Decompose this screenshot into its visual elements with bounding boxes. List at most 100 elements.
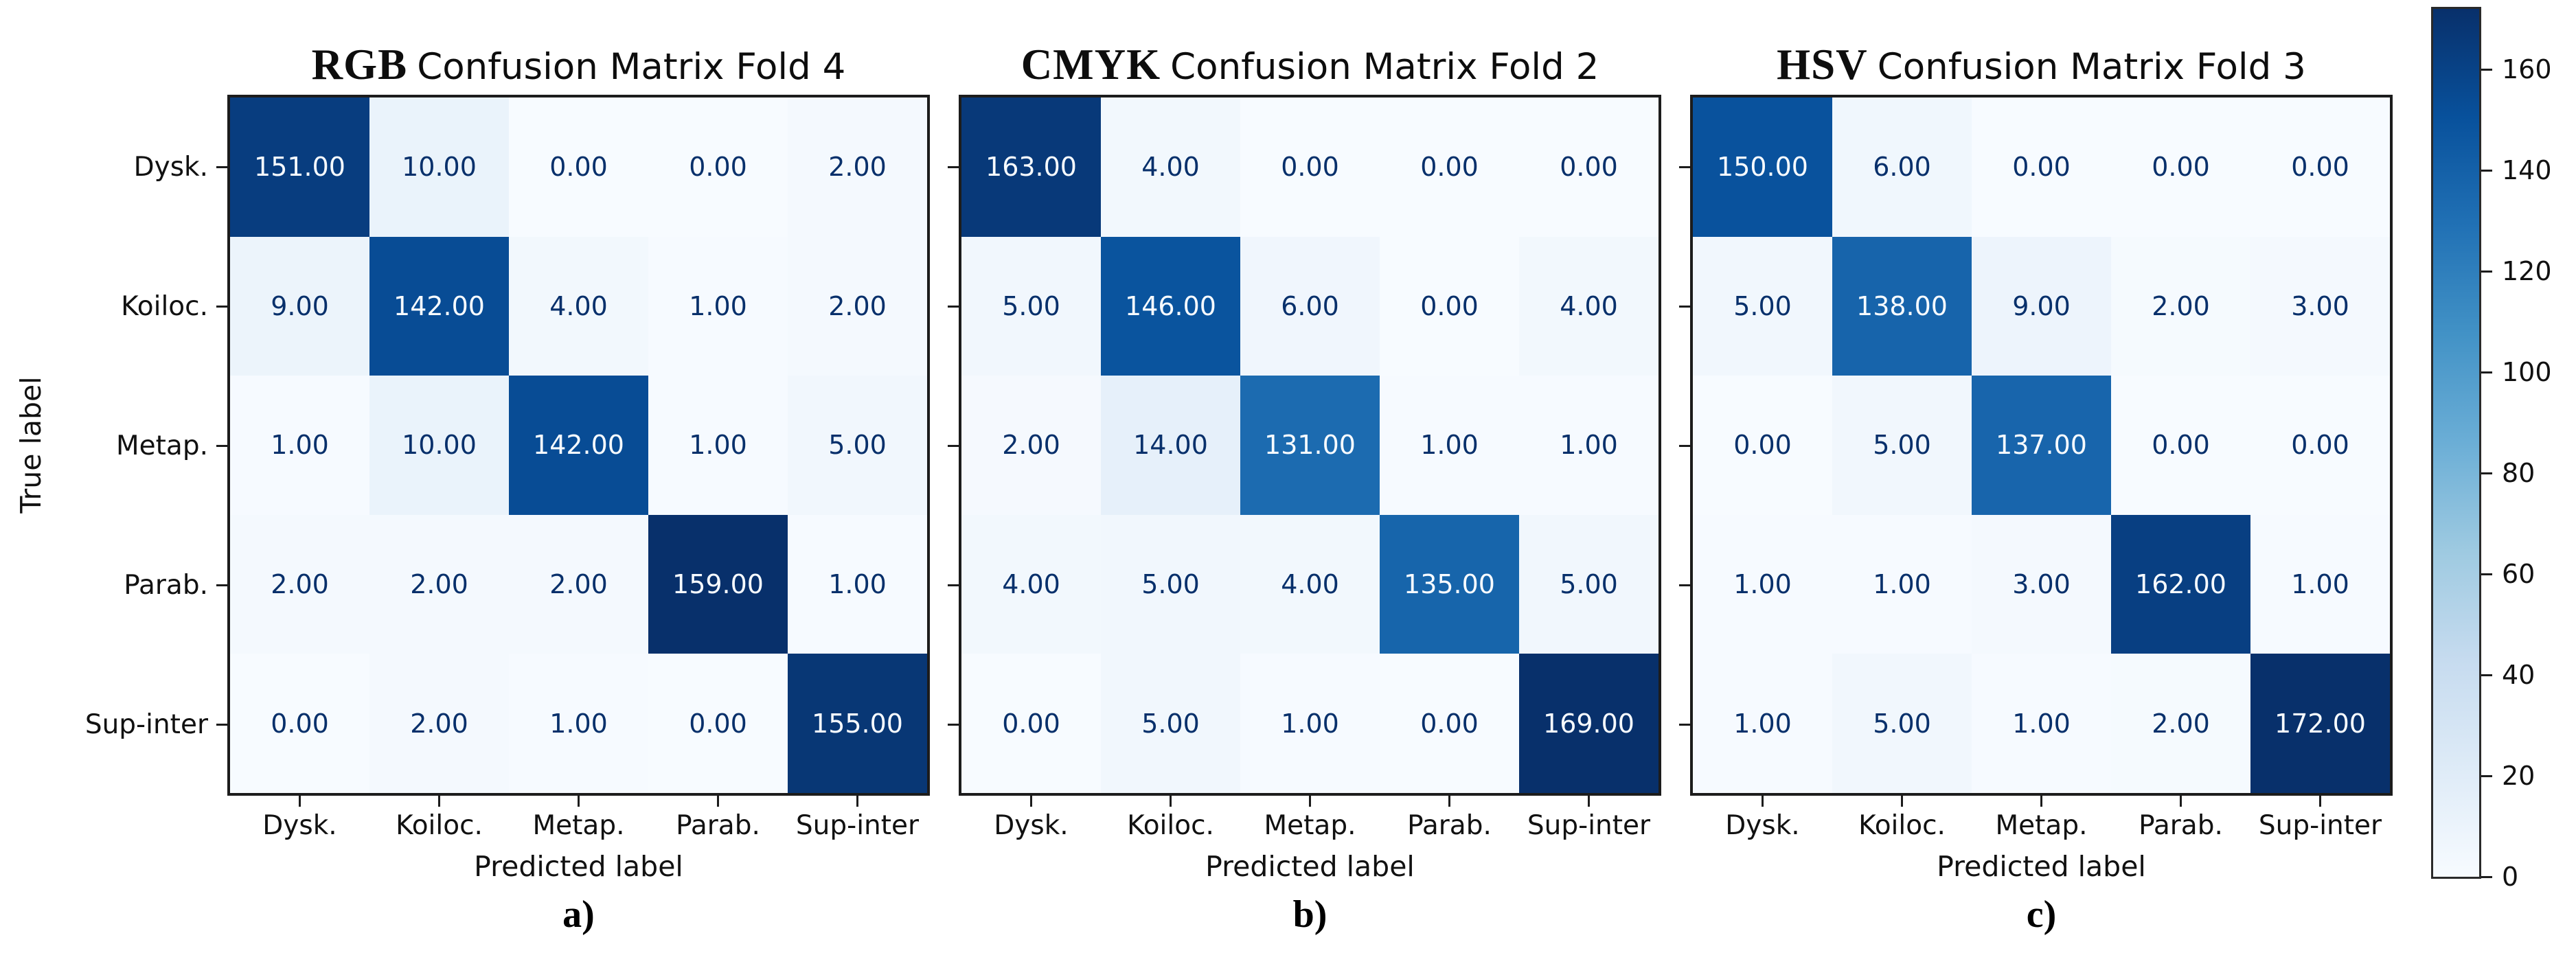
- matrix-cell: 162.00: [2111, 514, 2250, 654]
- x-tick-mark: [2180, 796, 2182, 807]
- matrix-cell: 9.00: [230, 236, 369, 376]
- matrix-cell: 0.00: [2111, 97, 2250, 237]
- x-tick-mark: [1762, 796, 1764, 807]
- matrix-cell: 131.00: [1240, 376, 1380, 515]
- matrix-cell: 150.00: [1693, 97, 1832, 237]
- x-tick-mark: [1448, 796, 1450, 807]
- subplot-caption: a): [562, 893, 595, 936]
- matrix-cell: 2.00: [230, 514, 369, 654]
- matrix-cell: 5.00: [1519, 514, 1659, 654]
- matrix-cell: 2.00: [2111, 236, 2250, 376]
- colorbar-tick-mark: [2481, 371, 2492, 373]
- x-axis-label: Predicted label: [1205, 850, 1415, 883]
- y-tick-mark: [1679, 724, 1690, 726]
- x-tick-label: Parab.: [1407, 810, 1492, 841]
- matrix-cell: 169.00: [1519, 654, 1659, 793]
- matrix-cell: 3.00: [1972, 514, 2111, 654]
- confusion-matrix: 163.00 4.00 0.00 0.00 0.00 5.00 146.00 6.00 0.00…: [959, 95, 1661, 796]
- x-tick-mark: [578, 796, 580, 807]
- y-tick-mark: [948, 445, 959, 447]
- matrix-cell: 10.00: [369, 376, 509, 515]
- x-tick-label: Dysk.: [994, 810, 1069, 841]
- x-tick-mark: [1309, 796, 1311, 807]
- matrix-cell: 2.00: [788, 236, 927, 376]
- matrix-cell: 0.00: [1380, 236, 1519, 376]
- y-tick-label: Koiloc.: [121, 290, 208, 322]
- matrix-cell: 10.00: [369, 97, 509, 237]
- matrix-cell: 1.00: [1693, 654, 1832, 793]
- y-tick-mark: [216, 306, 227, 308]
- x-tick-mark: [299, 796, 301, 807]
- y-tick-mark: [216, 584, 227, 586]
- matrix-cell: 0.00: [2250, 376, 2390, 515]
- matrix-cell: 0.00: [1380, 97, 1519, 237]
- confusion-matrix: 150.00 6.00 0.00 0.00 0.00 5.00 138.00 9.00 2.00…: [1690, 95, 2393, 796]
- matrix-cell: 5.00: [961, 236, 1101, 376]
- y-tick-label: Metap.: [116, 430, 208, 461]
- x-tick-mark: [1588, 796, 1590, 807]
- colorbar-tick-label: 20: [2502, 761, 2535, 792]
- matrix-cell: 5.00: [1832, 654, 1972, 793]
- x-tick-label: Sup-inter: [2258, 810, 2382, 841]
- colorbar-tick-mark: [2481, 169, 2492, 172]
- colorbar-tick-mark: [2481, 674, 2492, 676]
- colorbar-tick-mark: [2481, 774, 2492, 777]
- x-tick-mark: [1901, 796, 1903, 807]
- y-tick-label: Sup-inter: [84, 709, 208, 740]
- matrix-cell: 5.00: [1101, 654, 1240, 793]
- matrix-cell: 1.00: [648, 236, 788, 376]
- matrix-cell: 1.00: [1693, 514, 1832, 654]
- matrix-cell: 9.00: [1972, 236, 2111, 376]
- x-tick-label: Parab.: [2139, 810, 2223, 841]
- subplot-title: CMYK Confusion Matrix Fold 2: [961, 40, 1659, 90]
- matrix-cell: 0.00: [648, 654, 788, 793]
- matrix-cell: 5.00: [788, 376, 927, 515]
- colorbar-tick-mark: [2481, 875, 2492, 878]
- matrix-cell: 137.00: [1972, 376, 2111, 515]
- x-tick-mark: [717, 796, 719, 807]
- matrix-cell: 2.00: [961, 376, 1101, 515]
- colorbar-tick-mark: [2481, 270, 2492, 273]
- matrix-cell: 151.00: [230, 97, 369, 237]
- y-tick-mark: [948, 166, 959, 168]
- matrix-cell: 4.00: [961, 514, 1101, 654]
- colorbar-tick-label: 60: [2502, 559, 2535, 590]
- matrix-cell: 4.00: [1240, 514, 1380, 654]
- matrix-cell: 155.00: [788, 654, 927, 793]
- x-tick-mark: [1030, 796, 1032, 807]
- matrix-cell: 146.00: [1101, 236, 1240, 376]
- matrix-cell: 2.00: [788, 97, 927, 237]
- x-tick-label: Metap.: [532, 810, 625, 841]
- y-tick-mark: [1679, 306, 1690, 308]
- matrix-cell: 5.00: [1101, 514, 1240, 654]
- colorbar-tick-mark: [2481, 472, 2492, 474]
- x-tick-mark: [438, 796, 440, 807]
- subplot-title-prefix: RGB: [311, 41, 408, 89]
- colorbar-tick-label: 160: [2502, 54, 2552, 85]
- y-tick-mark: [1679, 445, 1690, 447]
- matrix-cell: 1.00: [230, 376, 369, 515]
- matrix-cell: 2.00: [509, 514, 648, 654]
- matrix-cell: 2.00: [2111, 654, 2250, 793]
- matrix-cell: 3.00: [2250, 236, 2390, 376]
- matrix-cell: 0.00: [1380, 654, 1519, 793]
- matrix-cell: 0.00: [2250, 97, 2390, 237]
- y-tick-mark: [216, 724, 227, 726]
- colorbar-tick-label: 140: [2502, 155, 2552, 186]
- x-tick-mark: [1170, 796, 1172, 807]
- matrix-cell: 0.00: [1693, 376, 1832, 515]
- matrix-cell: 142.00: [509, 376, 648, 515]
- subplot-caption: b): [1292, 893, 1327, 936]
- x-axis-label: Predicted label: [1937, 850, 2146, 883]
- colorbar-tick-label: 80: [2502, 458, 2535, 489]
- subplot-title: HSV Confusion Matrix Fold 3: [1693, 40, 2390, 90]
- matrix-cell: 6.00: [1832, 97, 1972, 237]
- confusion-matrix: 151.00 10.00 0.00 0.00 2.00 9.00 142.00 4.00 1.0…: [227, 95, 930, 796]
- y-tick-mark: [948, 306, 959, 308]
- subplot-title-text: Confusion Matrix Fold 4: [417, 46, 846, 88]
- x-tick-label: Koiloc.: [396, 810, 483, 841]
- x-tick-label: Sup-inter: [1527, 810, 1651, 841]
- y-tick-label: Dysk.: [133, 151, 208, 183]
- matrix-cell: 5.00: [1693, 236, 1832, 376]
- colorbar-tick-label: 100: [2502, 357, 2552, 388]
